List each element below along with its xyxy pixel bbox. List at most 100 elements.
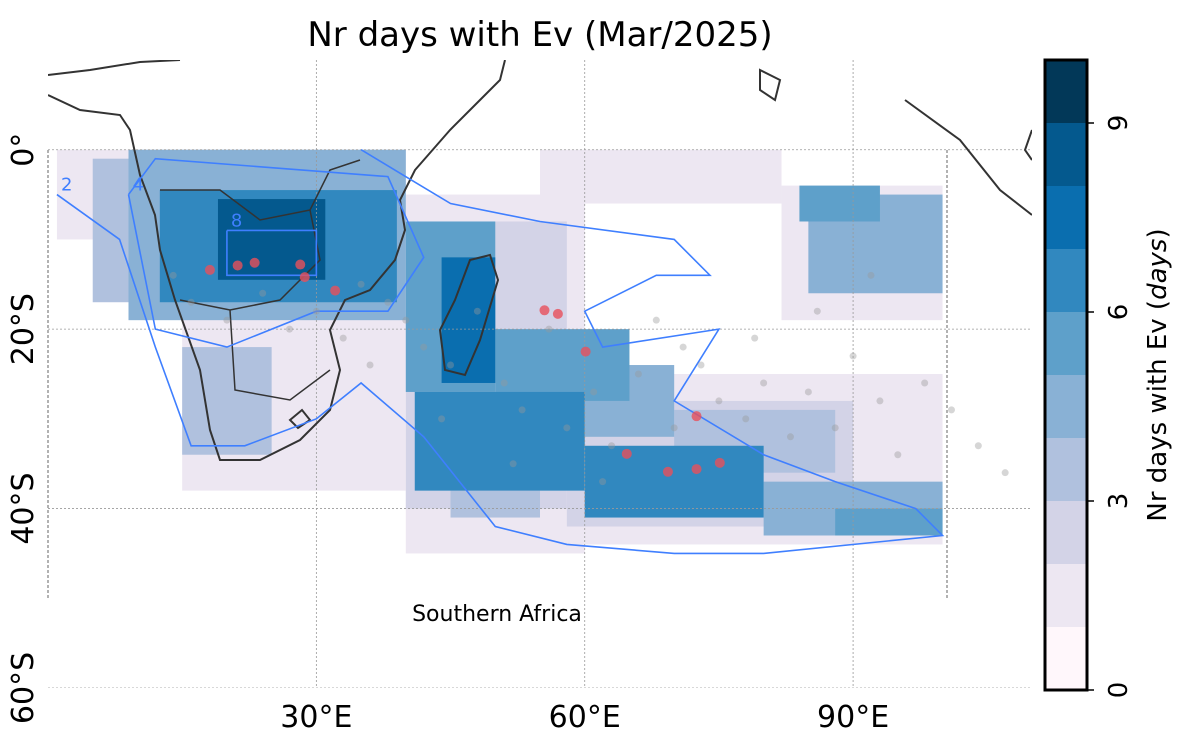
event-point: [299, 272, 310, 283]
station-point: [169, 271, 177, 279]
colorbar-label: Nr days with Ev (days): [1143, 228, 1173, 521]
station-point: [259, 289, 267, 297]
contour-line: [56, 149, 945, 555]
field-layer: [56, 149, 943, 554]
station-point: [894, 451, 902, 459]
station-point: [760, 379, 768, 387]
borders: [160, 159, 361, 401]
event-point: [232, 260, 243, 271]
station-point: [608, 442, 616, 450]
field-cell: [495, 329, 630, 401]
station-point: [751, 334, 759, 342]
field-cell: [414, 391, 585, 491]
station-point: [563, 424, 571, 432]
colorbar-swatch: [1045, 60, 1087, 123]
lat-tick-label: 40°S: [6, 472, 41, 544]
event-point: [662, 466, 673, 477]
africa-coast: [48, 60, 506, 461]
colorbar-frame: [1043, 58, 1089, 692]
station-point: [590, 388, 598, 396]
field-cell: [584, 445, 764, 518]
station-point: [420, 343, 428, 351]
colorbar-label-part: Nr days with Ev (: [1143, 300, 1173, 522]
colorbar-label-part: ): [1143, 228, 1173, 238]
colorbar-swatch: [1045, 375, 1087, 438]
station-point: [947, 406, 955, 414]
region-label: Southern Africa: [412, 602, 582, 627]
colorbar-swatch: [1045, 123, 1087, 186]
map-layers: 2 4 8: [48, 60, 1032, 688]
event-point: [249, 257, 260, 268]
colorbar-tick-label: 6: [1104, 304, 1134, 321]
field-cell: [540, 149, 782, 204]
station-point: [509, 460, 517, 468]
station-point: [742, 415, 750, 423]
sri-lanka: [759, 68, 782, 102]
colorbar-label-part: days: [1143, 239, 1173, 300]
field-cell: [835, 508, 943, 536]
lesotho: [288, 408, 312, 430]
lon-tick-label: 90°E: [817, 700, 889, 735]
station-point: [1001, 469, 1009, 477]
field-cell: [799, 185, 880, 222]
station-point: [786, 433, 794, 441]
station-point: [921, 379, 929, 387]
station-point: [312, 307, 320, 315]
station-point: [447, 361, 455, 369]
lat-tick-label: 60°S: [6, 652, 41, 724]
grid-layer: [48, 60, 1032, 688]
event-point: [714, 457, 725, 468]
station-point: [438, 415, 446, 423]
station-point: [670, 424, 678, 432]
colorbar-swatch: [1045, 312, 1087, 375]
station-point: [867, 271, 875, 279]
station-point: [974, 442, 982, 450]
contour-layer: 2 4 8: [56, 149, 945, 555]
station-point: [473, 307, 481, 315]
colorbar: 0 3 6 9 Nr days with Ev (days): [1043, 58, 1173, 699]
station-point: [679, 343, 687, 351]
station-point: [384, 298, 392, 306]
station-point: [599, 478, 607, 486]
contour-line: [226, 229, 318, 277]
colorbar-tick-label: 0: [1104, 682, 1134, 699]
event-point: [330, 285, 341, 296]
event-point: [539, 305, 550, 316]
contour-label: 2: [61, 175, 72, 196]
contour-label: 4: [133, 175, 144, 196]
station-point: [357, 280, 365, 288]
station-point: [366, 361, 374, 369]
sumatra: [904, 99, 1032, 216]
colorbar-swatch: [1045, 249, 1087, 312]
axis-ticks: 30°E 60°E 90°E 0° 20°S 40°S 60°S: [6, 133, 889, 735]
station-point: [831, 424, 839, 432]
colorbar-tick-label: 3: [1104, 493, 1134, 510]
station-point: [804, 388, 812, 396]
event-point: [621, 448, 632, 459]
colorbar-swatch: [1045, 186, 1087, 249]
borneo: [1023, 129, 1032, 161]
coastlines: [48, 60, 1032, 461]
point-layer: [169, 257, 1009, 486]
colorbar-swatch: [1045, 501, 1087, 564]
station-point: [697, 361, 705, 369]
station-point: [545, 325, 553, 333]
event-point: [691, 464, 702, 475]
event-point: [691, 411, 702, 422]
event-point: [295, 259, 306, 270]
lon-tick-label: 30°E: [280, 700, 352, 735]
station-point: [402, 316, 410, 324]
station-point: [849, 352, 857, 360]
lat-tick-label: 20°S: [6, 293, 41, 365]
north-africa-coast: [48, 60, 181, 76]
field-cell: [182, 347, 272, 455]
station-point: [223, 316, 231, 324]
colorbar-tick-label: 9: [1104, 115, 1134, 132]
station-point: [813, 307, 821, 315]
event-point: [580, 346, 591, 357]
station-point: [518, 406, 526, 414]
lon-tick-label: 60°E: [549, 700, 621, 735]
station-point: [187, 298, 195, 306]
station-point: [715, 397, 723, 405]
